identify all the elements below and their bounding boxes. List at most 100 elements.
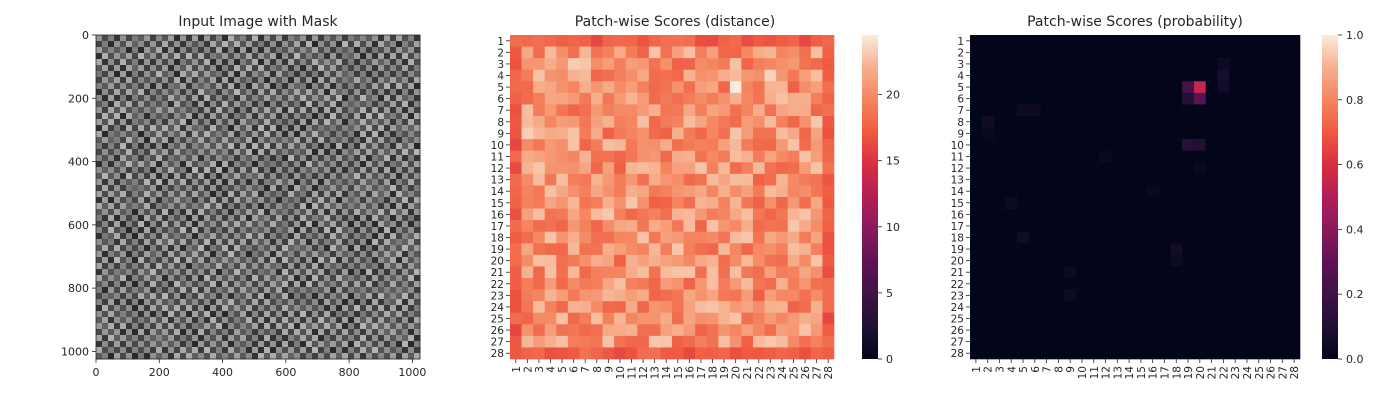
image-pixel (240, 287, 247, 294)
heatmap-cell (776, 92, 789, 105)
image-pixel (306, 107, 313, 114)
image-pixel (174, 269, 181, 276)
image-pixel (204, 143, 211, 150)
image-pixel (138, 245, 145, 252)
image-pixel (300, 239, 307, 246)
image-pixel (120, 155, 127, 162)
heatmap-cell (648, 185, 661, 198)
image-pixel (330, 149, 337, 156)
heatmap-cell (510, 81, 522, 94)
image-pixel (192, 311, 199, 318)
image-pixel (342, 131, 349, 138)
image-pixel (402, 317, 409, 324)
image-pixel (378, 137, 385, 144)
image-pixel (324, 239, 331, 246)
image-pixel (312, 125, 319, 132)
heatmap-cell (591, 335, 603, 348)
image-pixel (312, 221, 319, 228)
heatmap-cell (981, 127, 994, 140)
image-pixel (342, 95, 349, 102)
row-label: 28 (951, 348, 964, 360)
image-pixel (174, 311, 181, 318)
heatmap-cell (1182, 150, 1195, 163)
image-pixel (222, 281, 229, 288)
image-pixel (276, 149, 283, 156)
image-pixel (312, 113, 319, 120)
image-pixel (240, 305, 247, 312)
heatmap-cell (1193, 46, 1207, 59)
heatmap-cell (591, 185, 603, 198)
col-label: 25 (1254, 366, 1266, 379)
heatmap-cell (637, 104, 650, 117)
image-pixel (360, 77, 367, 84)
image-pixel (156, 131, 163, 138)
heatmap-cell (1040, 312, 1053, 325)
image-pixel (192, 83, 199, 90)
image-pixel (114, 77, 121, 84)
image-pixel (192, 125, 199, 132)
image-pixel (234, 251, 241, 258)
image-pixel (246, 305, 253, 312)
image-pixel (252, 161, 259, 168)
heatmap-cell (1205, 127, 1218, 140)
image-pixel (336, 107, 343, 114)
image-pixel (156, 251, 163, 258)
col-label: 20 (1195, 366, 1207, 379)
heatmap-cell (660, 104, 673, 117)
image-pixel (180, 155, 187, 162)
image-pixel (126, 215, 133, 222)
image-pixel (132, 107, 139, 114)
image-pixel (360, 149, 367, 156)
image-pixel (354, 155, 361, 162)
image-pixel (264, 95, 271, 102)
image-pixel (162, 77, 169, 84)
image-pixel (270, 77, 277, 84)
heatmap-cell (556, 104, 569, 117)
image-pixel (306, 275, 313, 282)
image-pixel (312, 305, 319, 312)
image-pixel (384, 143, 391, 150)
heatmap-cell (1064, 162, 1077, 175)
image-pixel (384, 221, 391, 228)
heatmap-cell (591, 81, 603, 94)
heatmap-cell (567, 266, 580, 279)
image-pixel (102, 41, 109, 48)
heatmap-cell (510, 35, 522, 47)
heatmap-cell (729, 81, 742, 94)
heatmap-cell (993, 46, 1006, 59)
heatmap-cell (1028, 220, 1042, 233)
image-pixel (396, 41, 403, 48)
heatmap-cell (695, 254, 708, 267)
heatmap-cell (556, 254, 569, 267)
image-pixel (192, 65, 199, 72)
heatmap-cell (556, 81, 569, 94)
image-pixel (366, 215, 373, 222)
heatmap-cell (776, 173, 789, 186)
image-pixel (372, 233, 379, 240)
image-pixel (216, 275, 223, 282)
image-pixel (198, 125, 205, 132)
heatmap-cell (718, 220, 731, 233)
image-pixel (234, 95, 241, 102)
image-pixel (276, 53, 283, 60)
image-pixel (222, 77, 229, 84)
heatmap-cell (776, 81, 789, 94)
image-pixel (150, 95, 157, 102)
image-pixel (228, 341, 235, 348)
image-pixel (300, 299, 307, 306)
image-pixel (108, 275, 115, 282)
image-pixel (324, 89, 331, 96)
heatmap-cell (1146, 46, 1159, 59)
image-pixel (168, 221, 175, 228)
image-pixel (342, 77, 349, 84)
heatmap-cell (1135, 127, 1148, 140)
heatmap-cell (683, 278, 696, 290)
image-pixel (186, 245, 193, 252)
image-pixel (114, 281, 121, 288)
image-pixel (414, 143, 421, 150)
heatmap-cell (544, 335, 557, 348)
image-pixel (318, 59, 325, 66)
image-pixel (378, 197, 385, 204)
heatmap-cell (683, 35, 696, 47)
image-pixel (246, 269, 253, 276)
